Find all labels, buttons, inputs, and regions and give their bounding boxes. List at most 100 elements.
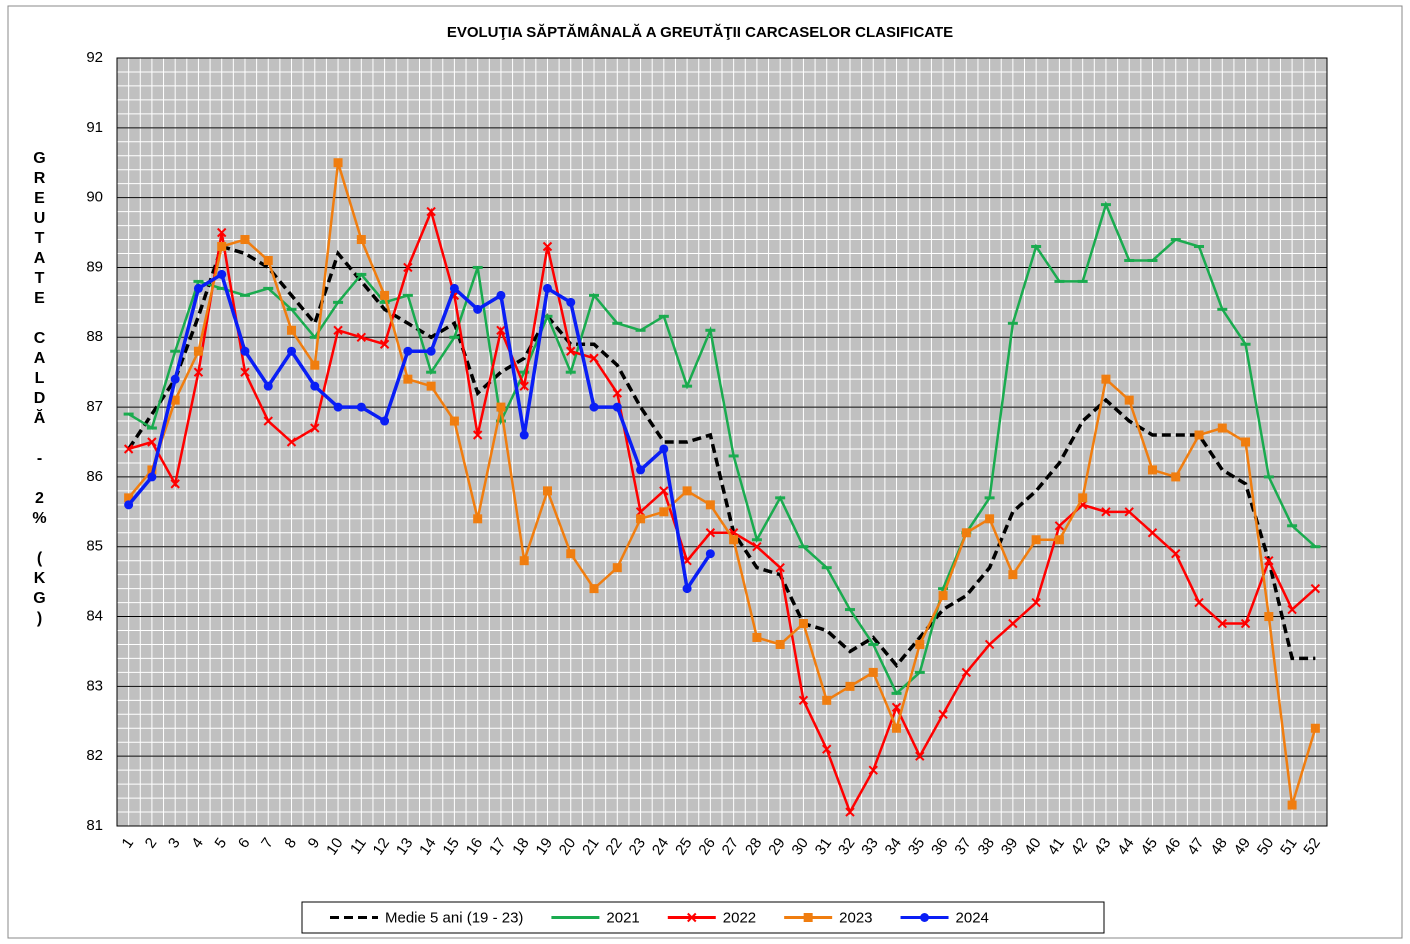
- x-tick-label: 32: [835, 835, 858, 858]
- x-tick-label: 49: [1231, 835, 1254, 858]
- marker: [705, 500, 715, 510]
- marker: [1124, 507, 1134, 517]
- marker: [845, 681, 855, 691]
- marker: [542, 283, 552, 293]
- marker: [147, 437, 157, 447]
- marker: [356, 332, 367, 342]
- marker: [449, 283, 459, 293]
- marker: [1124, 395, 1134, 405]
- marker: [1287, 604, 1297, 615]
- marker: [333, 402, 343, 412]
- legend-label: 2022: [723, 909, 756, 926]
- marker: [124, 493, 134, 503]
- marker: [775, 639, 785, 649]
- x-tick-label: 13: [393, 835, 416, 858]
- marker: [938, 709, 948, 719]
- marker: [845, 807, 855, 817]
- x-tick-label: 22: [602, 835, 625, 858]
- x-tick-label: 36: [928, 835, 951, 858]
- marker: [333, 325, 343, 335]
- marker: [403, 346, 413, 356]
- marker: [1031, 597, 1041, 608]
- marker: [705, 528, 716, 538]
- marker: [519, 381, 529, 391]
- marker: [1264, 555, 1274, 566]
- marker: [687, 912, 697, 923]
- marker: [1217, 618, 1227, 629]
- x-tick-label: 52: [1300, 835, 1323, 858]
- marker: [612, 402, 622, 412]
- marker: [403, 374, 413, 384]
- marker: [822, 744, 832, 754]
- marker: [1310, 583, 1321, 594]
- marker: [1194, 597, 1204, 608]
- marker: [1240, 618, 1251, 629]
- marker: [310, 360, 320, 370]
- plot-border: [116, 57, 1328, 827]
- marker: [1147, 528, 1158, 538]
- marker: [356, 235, 366, 245]
- x-tick-label: 45: [1138, 835, 1161, 858]
- marker: [403, 262, 413, 273]
- marker: [193, 283, 203, 293]
- marker: [263, 416, 273, 426]
- marker: [659, 444, 669, 454]
- marker: [868, 765, 878, 775]
- marker: [519, 430, 529, 440]
- marker: [473, 304, 483, 314]
- marker: [612, 388, 622, 398]
- x-tick-label: 29: [765, 835, 788, 858]
- marker: [496, 290, 506, 300]
- marker: [217, 227, 227, 238]
- marker: [379, 339, 390, 349]
- marker: [891, 702, 902, 713]
- marker: [1031, 535, 1041, 545]
- marker: [803, 913, 813, 922]
- marker: [217, 269, 227, 279]
- y-tick-label: 82: [86, 747, 103, 764]
- marker: [356, 402, 366, 412]
- marker: [426, 206, 436, 217]
- x-tick-label: 33: [858, 835, 881, 858]
- marker: [170, 395, 180, 405]
- marker: [170, 479, 180, 489]
- marker: [496, 325, 506, 335]
- marker: [798, 695, 809, 706]
- marker: [915, 639, 925, 649]
- marker: [193, 346, 203, 356]
- marker: [892, 723, 902, 733]
- marker: [1054, 521, 1065, 531]
- marker: [1008, 570, 1018, 580]
- marker: [1171, 472, 1181, 482]
- x-tick-label: 30: [788, 835, 811, 858]
- marker: [752, 542, 762, 552]
- y-tick-label: 86: [86, 468, 103, 485]
- marker: [1147, 465, 1157, 475]
- x-tick-label: 46: [1161, 835, 1184, 858]
- marker: [1101, 374, 1111, 384]
- marker: [705, 549, 715, 559]
- marker: [380, 416, 390, 426]
- marker: [310, 381, 320, 391]
- chart-title: EVOLUŢIA SĂPTĂMÂNALĂ A GREUTĂŢII CARCASE…: [447, 23, 953, 41]
- y-tick-label: 90: [86, 189, 103, 206]
- series-line: [128, 207, 1317, 816]
- x-tick-label: 44: [1114, 835, 1137, 858]
- marker: [636, 465, 646, 475]
- marker: [920, 913, 930, 922]
- marker: [659, 507, 669, 517]
- marker: [287, 346, 297, 356]
- marker: [915, 751, 925, 761]
- marker: [380, 290, 390, 300]
- marker: [1241, 437, 1251, 447]
- x-tick-label: 25: [672, 835, 695, 858]
- legend-label: 2021: [606, 909, 639, 926]
- marker: [566, 297, 576, 307]
- x-tick-label: 28: [742, 835, 765, 858]
- x-tick-label: 34: [882, 835, 905, 858]
- y-tick-label: 92: [86, 49, 103, 66]
- marker: [938, 591, 948, 601]
- marker: [124, 500, 134, 510]
- marker: [566, 346, 576, 356]
